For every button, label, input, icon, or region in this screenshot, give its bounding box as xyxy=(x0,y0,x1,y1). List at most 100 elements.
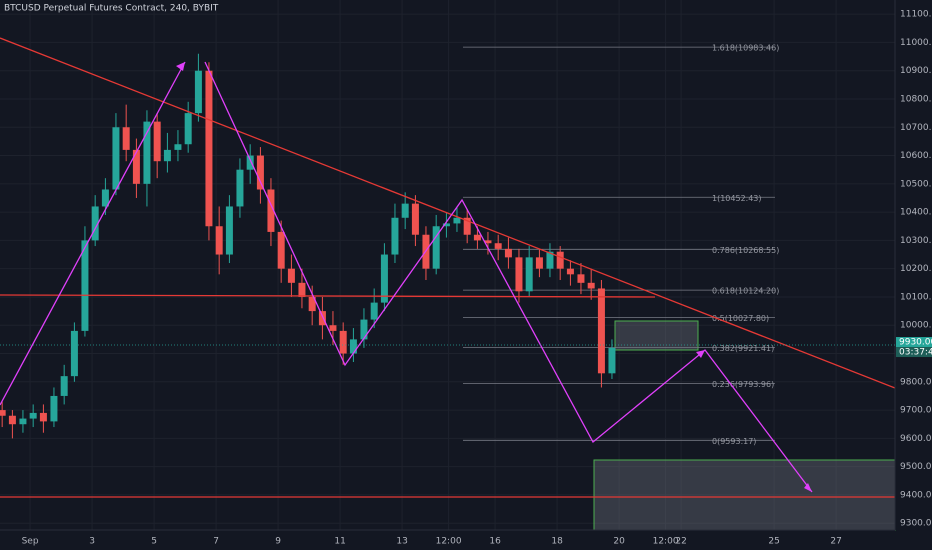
candle-body xyxy=(143,121,151,184)
candle-body xyxy=(525,257,533,292)
candle-body xyxy=(205,70,213,227)
fib-label: 0.236(9793.96) xyxy=(712,380,774,389)
x-tick-label: 27 xyxy=(830,537,841,547)
candle-body xyxy=(608,347,616,374)
zigzag xyxy=(204,61,813,493)
fib-label: 1.618(10983.46) xyxy=(712,44,779,53)
candle-body xyxy=(411,203,419,235)
zigzag xyxy=(0,61,186,406)
y-tick-label: 10800.00 xyxy=(900,94,932,104)
candle-body xyxy=(484,240,492,244)
candle-body xyxy=(122,127,130,150)
x-tick-label: 5 xyxy=(151,537,157,547)
candle-body xyxy=(70,330,78,377)
candle-body xyxy=(215,226,223,255)
candle-body xyxy=(287,268,295,283)
candle-body xyxy=(0,410,6,416)
candle-body xyxy=(29,412,37,419)
countdown-tag xyxy=(896,347,932,358)
trend-line xyxy=(0,37,896,389)
candle-body xyxy=(8,415,16,425)
candle-body xyxy=(453,217,461,224)
candle-body xyxy=(184,113,192,145)
drawings: 1.618(10983.46) 1(10452.43) 0.786(10268.55… xyxy=(463,44,896,531)
arrow-head xyxy=(804,483,812,492)
fib-label: 0.618(10124.20) xyxy=(712,287,779,296)
candle-body xyxy=(535,257,543,269)
candle-body xyxy=(318,311,326,326)
candles xyxy=(0,53,616,439)
candle-body xyxy=(339,330,347,354)
candle-body xyxy=(256,155,264,190)
x-tick-label: 7 xyxy=(213,537,219,547)
x-tick-label: 11 xyxy=(334,537,345,547)
x-tick-label: 25 xyxy=(768,537,779,547)
candle-body xyxy=(380,254,388,303)
candle-body xyxy=(19,418,27,425)
y-tick-label: 9700.00 xyxy=(900,406,932,416)
y-tick-label: 10900.00 xyxy=(900,66,932,76)
candle-body xyxy=(132,149,140,184)
y-tick-label: 9300.00 xyxy=(900,519,932,529)
candle-body xyxy=(153,121,161,162)
fib-label: 0.786(10268.55) xyxy=(712,246,779,255)
candle-body xyxy=(163,149,171,162)
candle-body xyxy=(401,203,409,218)
candle-body xyxy=(360,319,368,340)
candle-body xyxy=(277,231,285,269)
y-tick-label: 10200.00 xyxy=(900,264,932,274)
y-tick-label: 10000.00 xyxy=(900,321,932,331)
x-tick-label: 22 xyxy=(675,537,686,547)
candle-body xyxy=(91,206,99,241)
candle-body xyxy=(349,339,357,354)
candle-body xyxy=(597,288,605,374)
support-line xyxy=(0,294,656,298)
y-tick-label: 9500.00 xyxy=(900,462,932,472)
y-tick-label: 11000.00 xyxy=(900,38,932,48)
candle-body xyxy=(432,226,440,269)
fib-label: 0.382(9921.41) xyxy=(712,344,774,353)
candle-body xyxy=(101,189,109,207)
y-tick-label: 10300.00 xyxy=(900,236,932,246)
fib-label: 1(10452.43) xyxy=(712,194,762,203)
candle-body xyxy=(577,274,585,283)
axes: 9300.00 9400.00 9500.00 9600.00 9700.00 9800.… xyxy=(0,10,932,547)
countdown-label: 03:37:40 xyxy=(899,348,932,358)
candle-body xyxy=(60,376,68,396)
x-tick-label: 12:00 xyxy=(653,537,679,547)
candle-body xyxy=(556,251,564,269)
candle-body xyxy=(442,223,450,227)
y-tick-label: 10600.00 xyxy=(900,151,932,161)
candle-body xyxy=(494,243,502,249)
x-tick-label: Sep xyxy=(22,537,39,547)
candle-body xyxy=(194,70,202,114)
candle-body xyxy=(225,206,233,255)
x-tick-label: 13 xyxy=(396,537,407,547)
candle-body xyxy=(463,217,471,235)
y-tick-label: 9400.00 xyxy=(900,490,932,500)
candle-body xyxy=(174,144,182,150)
candle-body xyxy=(236,169,244,207)
candle-body xyxy=(546,251,554,269)
y-tick-label: 10100.00 xyxy=(900,292,932,302)
grid-layer xyxy=(0,0,895,530)
fib-label: 0(9593.17) xyxy=(712,437,756,446)
candle-body xyxy=(329,325,337,331)
candle-body xyxy=(566,268,574,275)
x-tick-label: 12:00 xyxy=(436,537,462,547)
candle-body xyxy=(504,248,512,258)
candle-body xyxy=(246,155,254,170)
fib-label: 0.5(10027.80) xyxy=(712,314,769,323)
arrow-head xyxy=(176,62,185,71)
chart-title: BTCUSD Perpetual Futures Contract, 240, … xyxy=(4,4,219,14)
arrow-head xyxy=(696,350,705,358)
x-tick-label: 18 xyxy=(551,537,563,547)
overlay-drawings xyxy=(0,37,896,498)
x-tick-label: 20 xyxy=(613,537,625,547)
y-tick-label: 10700.00 xyxy=(900,123,932,133)
last-price-label: 9930.00 xyxy=(899,338,932,348)
candle-body xyxy=(50,395,58,422)
candle-body xyxy=(39,412,47,422)
